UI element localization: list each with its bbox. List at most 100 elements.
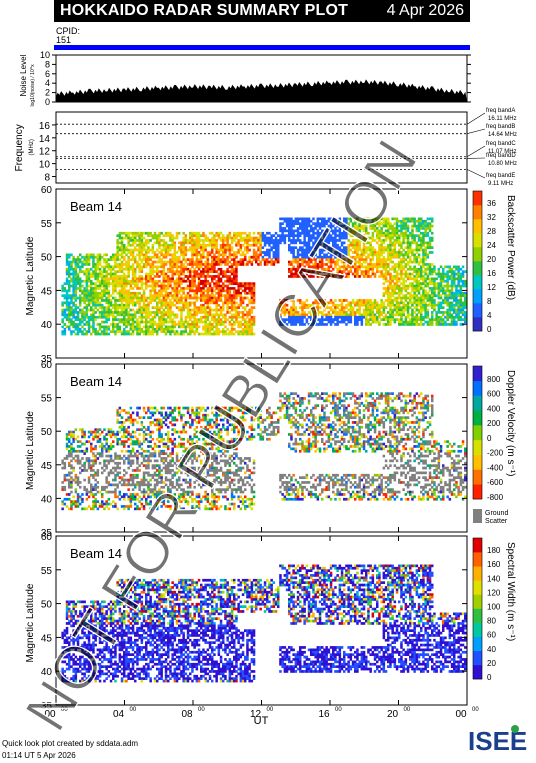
width-colorbar-tick: 80 xyxy=(487,617,496,626)
velocity-ytick-label: 55 xyxy=(41,394,53,405)
freq-ytick-label: 12 xyxy=(39,147,51,158)
freq-band-value: 9.11 MHz xyxy=(488,181,513,187)
width-colorbar-tick: 140 xyxy=(487,574,501,583)
noise-ytick-label: 8 xyxy=(45,59,50,69)
velocity-colorbar-tick: 800 xyxy=(487,375,501,384)
freq-band-label: freq bandD xyxy=(486,153,516,159)
velocity-ylabel: Magnetic Latitude xyxy=(25,411,36,490)
power-colorbar-tick: 36 xyxy=(487,199,496,208)
width-colorbar-tick: 120 xyxy=(487,588,501,597)
freq-ytick-label: 14 xyxy=(39,134,51,145)
freq-ylabel-unit: (MHz) xyxy=(29,139,35,155)
cpid-value: 151 xyxy=(56,35,72,45)
cpid-label: CPID: xyxy=(56,26,81,36)
power-colorbar-frame xyxy=(472,190,483,332)
title-bar: HOKKAIDO RADAR SUMMARY PLOT 4 Apr 2026 xyxy=(54,0,470,22)
width-colorbar-tick: 60 xyxy=(487,631,496,640)
power-ylabel: Magnetic Latitude xyxy=(25,236,36,315)
velocity-ytick-label: 50 xyxy=(41,427,53,438)
power-ytick-label: 50 xyxy=(41,253,53,264)
width-colorbar-tick: 20 xyxy=(487,659,496,668)
freq-ylabel: Frequency xyxy=(14,124,25,171)
noise-ylabel-sub: log10(noise) / 10^x xyxy=(30,64,36,107)
ut-tick-label: 20 xyxy=(387,709,399,720)
width-colorbar xyxy=(473,538,482,680)
noise-ytick-label: 0 xyxy=(45,97,50,107)
footer-timestamp: 01:14 UT 5 Apr 2026 xyxy=(2,751,76,760)
noise-ylabel: Noise Level xyxy=(19,54,28,96)
ut-tick-sup: 00 xyxy=(335,707,342,713)
width-colorbar-tick: 100 xyxy=(487,603,501,612)
width-ytick-label: 35 xyxy=(41,701,53,712)
noise-ytick-label: 4 xyxy=(45,78,50,88)
power-colorbar-label: Backscatter Power (dB) xyxy=(505,195,516,300)
power-colorbar-tick: 32 xyxy=(487,213,496,222)
velocity-colorbar-tick: -200 xyxy=(487,449,504,458)
cpid-bar xyxy=(54,45,470,50)
freq-band-leader xyxy=(466,145,486,157)
velocity-panel-bg xyxy=(56,364,467,532)
ut-tick-sup: 00 xyxy=(61,707,68,713)
power-colorbar-tick: 24 xyxy=(487,241,496,250)
freq-band-leader xyxy=(466,128,486,134)
velocity-colorbar-tick: -600 xyxy=(487,478,504,487)
width-colorbar-tick: 0 xyxy=(487,673,492,682)
width-colorbar-tick: 180 xyxy=(487,546,501,555)
noise-ytick-label: 6 xyxy=(45,69,50,79)
power-ytick-label: 55 xyxy=(41,219,53,230)
width-colorbar-tick: 40 xyxy=(487,645,496,654)
freq-ytick-label: 16 xyxy=(39,121,51,132)
ground-scatter-label-2: Scatter xyxy=(485,518,508,525)
freq-band-label: freq bandC xyxy=(486,141,516,147)
isee-logo: ISEE xyxy=(468,725,527,756)
ut-tick-sup: 00 xyxy=(198,707,205,713)
velocity-echo-cells xyxy=(61,392,467,511)
width-ylabel: Magnetic Latitude xyxy=(25,583,36,662)
velocity-colorbar-tick: -400 xyxy=(487,463,504,472)
freq-band-value: 14.64 MHz xyxy=(488,132,517,138)
width-colorbar-tick: 160 xyxy=(487,560,501,569)
width-ytick-label: 40 xyxy=(41,667,53,678)
width-ytick-label: 45 xyxy=(41,633,53,644)
freq-band-value: 11.07 MHz xyxy=(488,149,517,155)
power-colorbar-tick: 28 xyxy=(487,227,496,236)
power-colorbar-tick: 12 xyxy=(487,283,496,292)
power-colorbar xyxy=(473,191,482,332)
freq-band-label: freq bandB xyxy=(486,124,515,130)
power-colorbar-tick: 16 xyxy=(487,269,496,278)
velocity-ytick-label: 35 xyxy=(41,528,53,539)
freq-ytick-label: 10 xyxy=(39,160,51,171)
power-ytick-label: 45 xyxy=(41,286,53,297)
noise-ytick-label: 10 xyxy=(40,50,50,60)
velocity-colorbar-label: Doppler Velocity (m s⁻¹) xyxy=(505,370,516,476)
velocity-colorbar-tick: 200 xyxy=(487,419,501,428)
velocity-colorbar xyxy=(473,366,482,500)
velocity-ytick-label: 45 xyxy=(41,461,53,472)
ut-tick-label: 00 xyxy=(455,709,467,720)
ut-tick-sup: 00 xyxy=(472,707,479,713)
ground-scatter-swatch xyxy=(473,509,482,523)
noise-area xyxy=(56,79,467,102)
ut-tick-label: 00 xyxy=(44,709,56,720)
width-colorbar-label: Spectral Width (m s⁻¹) xyxy=(505,542,516,641)
velocity-ytick-label: 60 xyxy=(41,360,53,371)
width-beam-label: Beam 14 xyxy=(70,546,122,561)
velocity-ytick-label: 40 xyxy=(41,494,53,505)
velocity-colorbar-tick: 600 xyxy=(487,390,501,399)
width-ytick-label: 55 xyxy=(41,566,53,577)
freq-band-label: freq bandE xyxy=(486,173,515,179)
power-colorbar-tick: 0 xyxy=(487,325,492,334)
width-ytick-label: 60 xyxy=(41,532,53,543)
width-ytick-label: 50 xyxy=(41,600,53,611)
cpid-block: CPID: 151 xyxy=(56,27,80,45)
freq-band-leader xyxy=(466,112,486,125)
isee-logo-dot xyxy=(511,725,519,733)
velocity-colorbar-frame xyxy=(472,365,483,500)
ut-tick-sup: 00 xyxy=(404,707,411,713)
ut-tick-label: 16 xyxy=(318,709,330,720)
velocity-colorbar-tick: 400 xyxy=(487,404,501,413)
freq-ytick-label: 8 xyxy=(44,173,50,184)
plot-date: 4 Apr 2026 xyxy=(386,2,464,19)
power-colorbar-tick: 20 xyxy=(487,255,496,264)
